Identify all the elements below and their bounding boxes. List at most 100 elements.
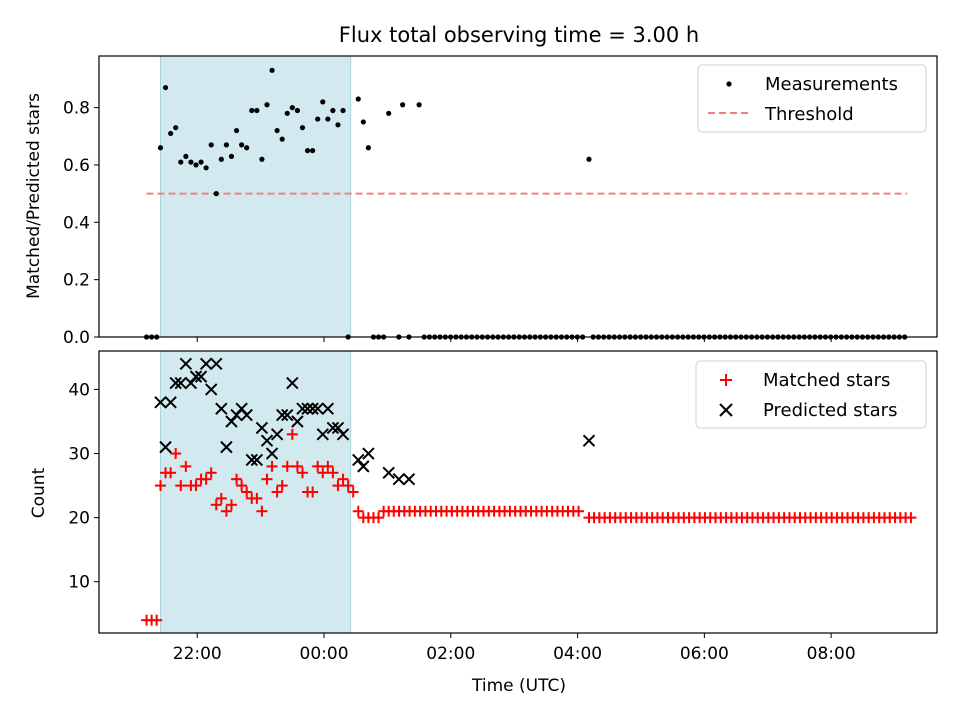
matched-point [317, 467, 329, 479]
count-panel-frame [98, 350, 938, 634]
matched-point [215, 492, 227, 504]
observing-window-shade [159, 55, 352, 338]
predicted-point [392, 472, 406, 486]
legend-measurements-marker [726, 81, 732, 87]
measurement-point [269, 67, 275, 73]
predicted-point-b [174, 376, 187, 390]
legend-threshold-label: Threshold [764, 104, 854, 125]
predicted-point [402, 472, 416, 486]
predicted-point-b [331, 421, 345, 435]
matched-point [281, 460, 293, 472]
matched-point [256, 505, 268, 517]
measurement-point [310, 148, 316, 154]
matched-point [154, 480, 166, 492]
measurement-point [218, 156, 224, 162]
measurement-point [386, 110, 392, 116]
predicted-point-b [245, 453, 258, 467]
matched-point [291, 460, 303, 472]
y-tick-label: 10 [68, 573, 90, 593]
predicted-point-b [189, 370, 203, 383]
x-tick-label: 04:00 [553, 644, 602, 664]
measurement-point [168, 130, 174, 137]
predicted-point [321, 402, 335, 415]
predicted-point-b [210, 357, 223, 371]
predicted-point [301, 402, 314, 415]
matched-point [251, 492, 263, 504]
matched-point [322, 460, 334, 472]
predicted-point [316, 428, 329, 441]
predicted-point [154, 396, 167, 409]
measurement-point [294, 107, 301, 114]
x-axis-label: Time (UTC) [471, 676, 566, 696]
predicted-point-b [260, 434, 274, 447]
measurement-point [188, 159, 194, 165]
predicted-point [159, 440, 172, 454]
measurement-point [157, 145, 164, 151]
predicted-point [582, 434, 596, 447]
predicted-point [245, 453, 258, 467]
matched-point [327, 467, 339, 479]
y-tick-label: 0.6 [63, 156, 90, 176]
measurement-point [360, 119, 366, 125]
ratio-y-axis-label: Matched/Predicted stars [24, 93, 44, 299]
predicted-point-b [265, 447, 279, 460]
predicted-point-b [306, 402, 319, 415]
matched-point [165, 467, 177, 479]
predicted-point-b [179, 357, 193, 371]
matched-point [312, 460, 324, 472]
predicted-point-b [240, 408, 253, 422]
predicted-point-b [270, 428, 284, 441]
count-legend: Matched stars Predicted stars [695, 360, 927, 429]
measurement-point [193, 162, 199, 168]
measurement-point [244, 145, 250, 151]
predicted-point [194, 370, 208, 383]
matched-point [225, 499, 237, 511]
matched-point [175, 480, 187, 492]
measurement-point [586, 156, 592, 162]
matched-point [220, 505, 232, 517]
matched-point [231, 473, 243, 485]
measurement-point [173, 125, 179, 131]
predicted-point [215, 402, 228, 415]
legend-matched-label: Matched stars [763, 370, 890, 391]
predicted-point-b [255, 421, 269, 435]
chart-title: Flux total observing time = 3.00 h [339, 23, 699, 47]
predicted-point [281, 408, 294, 422]
matched-point [261, 473, 273, 485]
measurement-point [183, 153, 189, 159]
predicted-point [260, 434, 274, 447]
matched-point [307, 486, 319, 498]
matched-point [905, 512, 917, 524]
matched-point [241, 486, 253, 498]
measurement-point [330, 107, 336, 114]
predicted-point-b [362, 447, 375, 460]
matched-point [205, 467, 217, 479]
measurement-point [162, 84, 169, 91]
predicted-point [220, 440, 233, 454]
measurement-point [315, 116, 321, 122]
measurement-point [365, 145, 372, 151]
matched-point [573, 505, 585, 517]
x-tick-label: 08:00 [807, 644, 856, 664]
predicted-point [296, 402, 309, 415]
predicted-point [174, 376, 187, 390]
matched-point [332, 480, 344, 492]
predicted-point [382, 466, 395, 479]
predicted-point-b [194, 370, 208, 383]
matched-point [170, 448, 182, 460]
y-tick-label: 0.0 [63, 328, 90, 348]
matched-point [337, 473, 349, 485]
predicted-point-b [286, 376, 299, 390]
matched-point [210, 499, 222, 511]
predicted-point [286, 376, 299, 390]
predicted-point-b [154, 396, 167, 409]
predicted-point [311, 402, 324, 415]
predicted-point [275, 408, 289, 422]
measurement-point [264, 102, 270, 108]
measurement-point [228, 153, 235, 159]
matched-point [236, 480, 248, 492]
measurement-point [355, 96, 361, 102]
